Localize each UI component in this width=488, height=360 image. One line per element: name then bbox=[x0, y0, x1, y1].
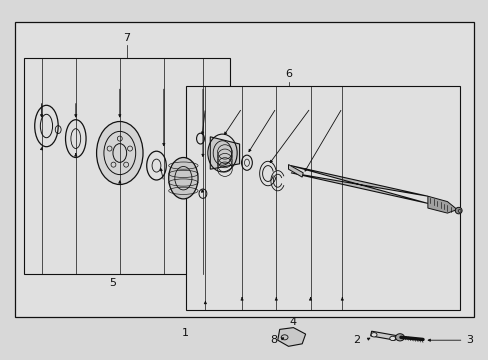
Text: 7: 7 bbox=[123, 33, 130, 43]
Circle shape bbox=[370, 333, 376, 337]
Polygon shape bbox=[370, 331, 395, 340]
Circle shape bbox=[389, 336, 395, 341]
Text: 3: 3 bbox=[465, 335, 472, 345]
Polygon shape bbox=[277, 328, 305, 346]
Text: 1: 1 bbox=[182, 328, 189, 338]
Text: 4: 4 bbox=[289, 317, 296, 327]
Text: 5: 5 bbox=[109, 278, 116, 288]
Polygon shape bbox=[290, 166, 427, 203]
Polygon shape bbox=[288, 165, 303, 177]
Ellipse shape bbox=[96, 122, 142, 185]
Bar bbox=[15, 22, 473, 317]
Polygon shape bbox=[210, 137, 239, 169]
Ellipse shape bbox=[454, 207, 461, 214]
Ellipse shape bbox=[395, 334, 404, 341]
Bar bbox=[185, 86, 459, 310]
Polygon shape bbox=[427, 196, 456, 213]
Text: 6: 6 bbox=[285, 69, 291, 79]
Bar bbox=[24, 58, 229, 274]
Text: 2: 2 bbox=[353, 335, 360, 345]
Ellipse shape bbox=[168, 158, 198, 199]
Text: 8: 8 bbox=[270, 335, 277, 345]
